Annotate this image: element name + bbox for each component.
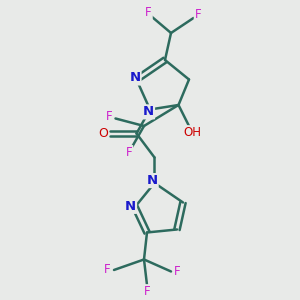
Text: N: N (125, 200, 136, 213)
Text: F: F (145, 6, 152, 20)
Text: F: F (126, 146, 132, 159)
Text: N: N (146, 174, 158, 187)
Text: OH: OH (183, 126, 201, 139)
Text: F: F (195, 8, 201, 21)
Text: O: O (98, 127, 108, 140)
Text: N: N (143, 105, 154, 119)
Text: F: F (104, 263, 111, 277)
Text: F: F (174, 265, 181, 278)
Text: F: F (144, 285, 150, 298)
Text: F: F (106, 110, 113, 124)
Text: N: N (129, 71, 141, 85)
